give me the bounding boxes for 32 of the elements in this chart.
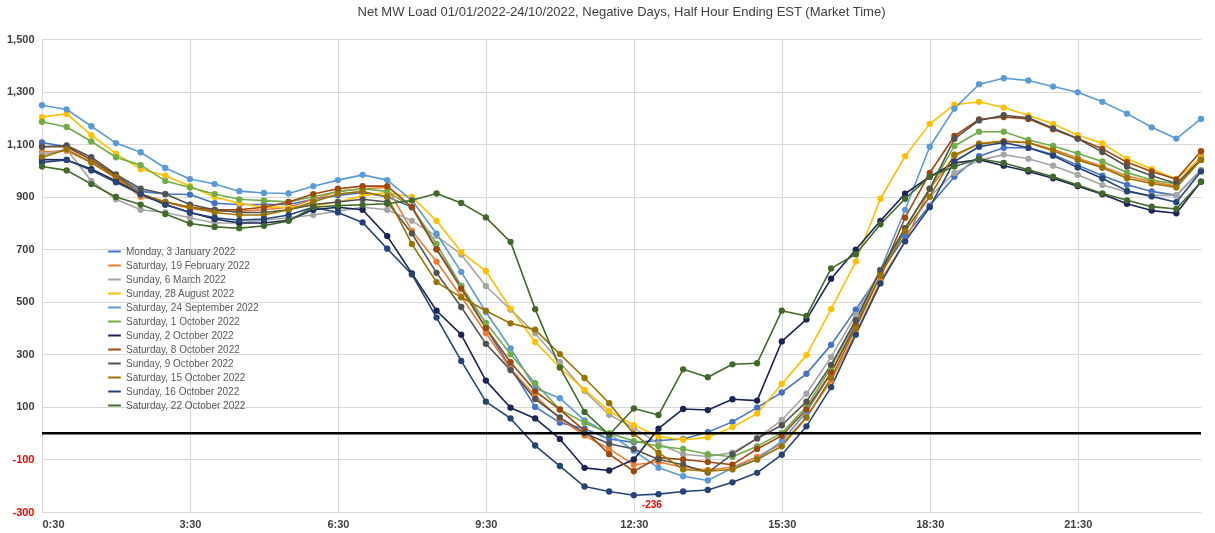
x-tick-label: 6:30 [327,517,350,530]
legend-label: Sunday, 2 October 2022 [126,329,235,341]
x-tick-label: 21:30 [1064,517,1093,530]
y-tick-label: 500 [16,295,35,308]
annotation: -236 [641,499,663,511]
legend-label: Sunday, 6 March 2022 [126,273,227,285]
legend-label: Saturday, 8 October 2022 [126,343,241,355]
legend-label: Sunday, 16 October 2022 [126,385,240,397]
x-tick-label: 0:30 [42,517,65,530]
legend-label: Saturday, 15 October 2022 [126,371,246,383]
y-tick-label: 1,300 [6,85,35,98]
legend-label: Sunday, 28 August 2022 [126,287,235,299]
chart-title: Net MW Load 01/01/2022-24/10/2022, Negative Days, Half Hour Ending EST (Market Time) [357,4,886,19]
y-tick-label: 1,500 [6,32,35,45]
y-tick-label: -300 [12,505,35,518]
legend-label: Monday, 3 January 2022 [126,245,236,257]
legend-label: Saturday, 1 October 2022 [126,315,241,327]
y-tick-label: -100 [12,452,35,465]
y-tick-label: 700 [16,242,35,255]
y-tick-label: 1,100 [6,137,35,150]
x-tick-label: 15:30 [768,517,797,530]
x-tick-label: 12:30 [620,517,649,530]
legend-label: Saturday, 22 October 2022 [126,399,246,411]
x-tick-label: 9:30 [475,517,498,530]
x-tick-label: 3:30 [179,517,202,530]
legend-label: Sunday, 9 October 2022 [126,357,235,369]
y-tick-label: 300 [16,347,35,360]
legend-label: Saturday, 19 February 2022 [126,259,251,271]
x-tick-label: 18:30 [916,517,945,530]
y-tick-label: 900 [16,190,35,203]
legend-label: Saturday, 24 September 2022 [126,301,260,313]
y-tick-label: 100 [16,400,35,413]
